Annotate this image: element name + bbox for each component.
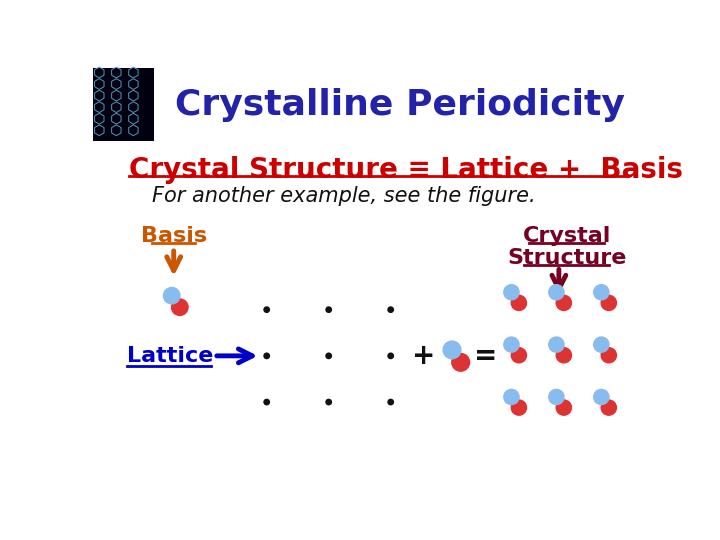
Circle shape [511, 295, 526, 310]
Circle shape [264, 400, 269, 405]
Text: For another example, see the figure.: For another example, see the figure. [152, 186, 536, 206]
Text: Structure: Structure [507, 248, 626, 268]
Circle shape [388, 353, 393, 359]
Circle shape [163, 287, 180, 304]
Circle shape [557, 295, 572, 310]
Circle shape [594, 285, 609, 300]
Circle shape [388, 400, 393, 405]
Circle shape [443, 341, 461, 359]
Circle shape [264, 307, 269, 312]
Circle shape [264, 353, 269, 359]
Circle shape [511, 400, 526, 415]
Circle shape [557, 400, 572, 415]
Circle shape [326, 353, 331, 359]
Circle shape [511, 348, 526, 363]
Text: Crystalline Periodicity: Crystalline Periodicity [175, 88, 625, 122]
Circle shape [549, 285, 564, 300]
Circle shape [549, 389, 564, 404]
Circle shape [451, 354, 469, 371]
Text: +: + [412, 342, 435, 370]
Circle shape [504, 337, 519, 352]
Text: Crystal Structure ≡ Lattice +  Basis: Crystal Structure ≡ Lattice + Basis [129, 156, 683, 184]
Circle shape [388, 307, 393, 312]
Circle shape [594, 389, 609, 404]
FancyBboxPatch shape [93, 68, 153, 141]
Circle shape [504, 389, 519, 404]
Circle shape [601, 400, 616, 415]
Circle shape [601, 348, 616, 363]
Circle shape [326, 400, 331, 405]
Text: Lattice: Lattice [127, 346, 214, 366]
Circle shape [557, 348, 572, 363]
Circle shape [504, 285, 519, 300]
Circle shape [326, 307, 331, 312]
Text: Basis: Basis [140, 226, 207, 246]
Circle shape [601, 295, 616, 310]
Circle shape [171, 299, 188, 315]
Text: Crystal: Crystal [523, 226, 611, 246]
Text: =: = [474, 342, 497, 370]
Circle shape [549, 337, 564, 352]
Circle shape [594, 337, 609, 352]
